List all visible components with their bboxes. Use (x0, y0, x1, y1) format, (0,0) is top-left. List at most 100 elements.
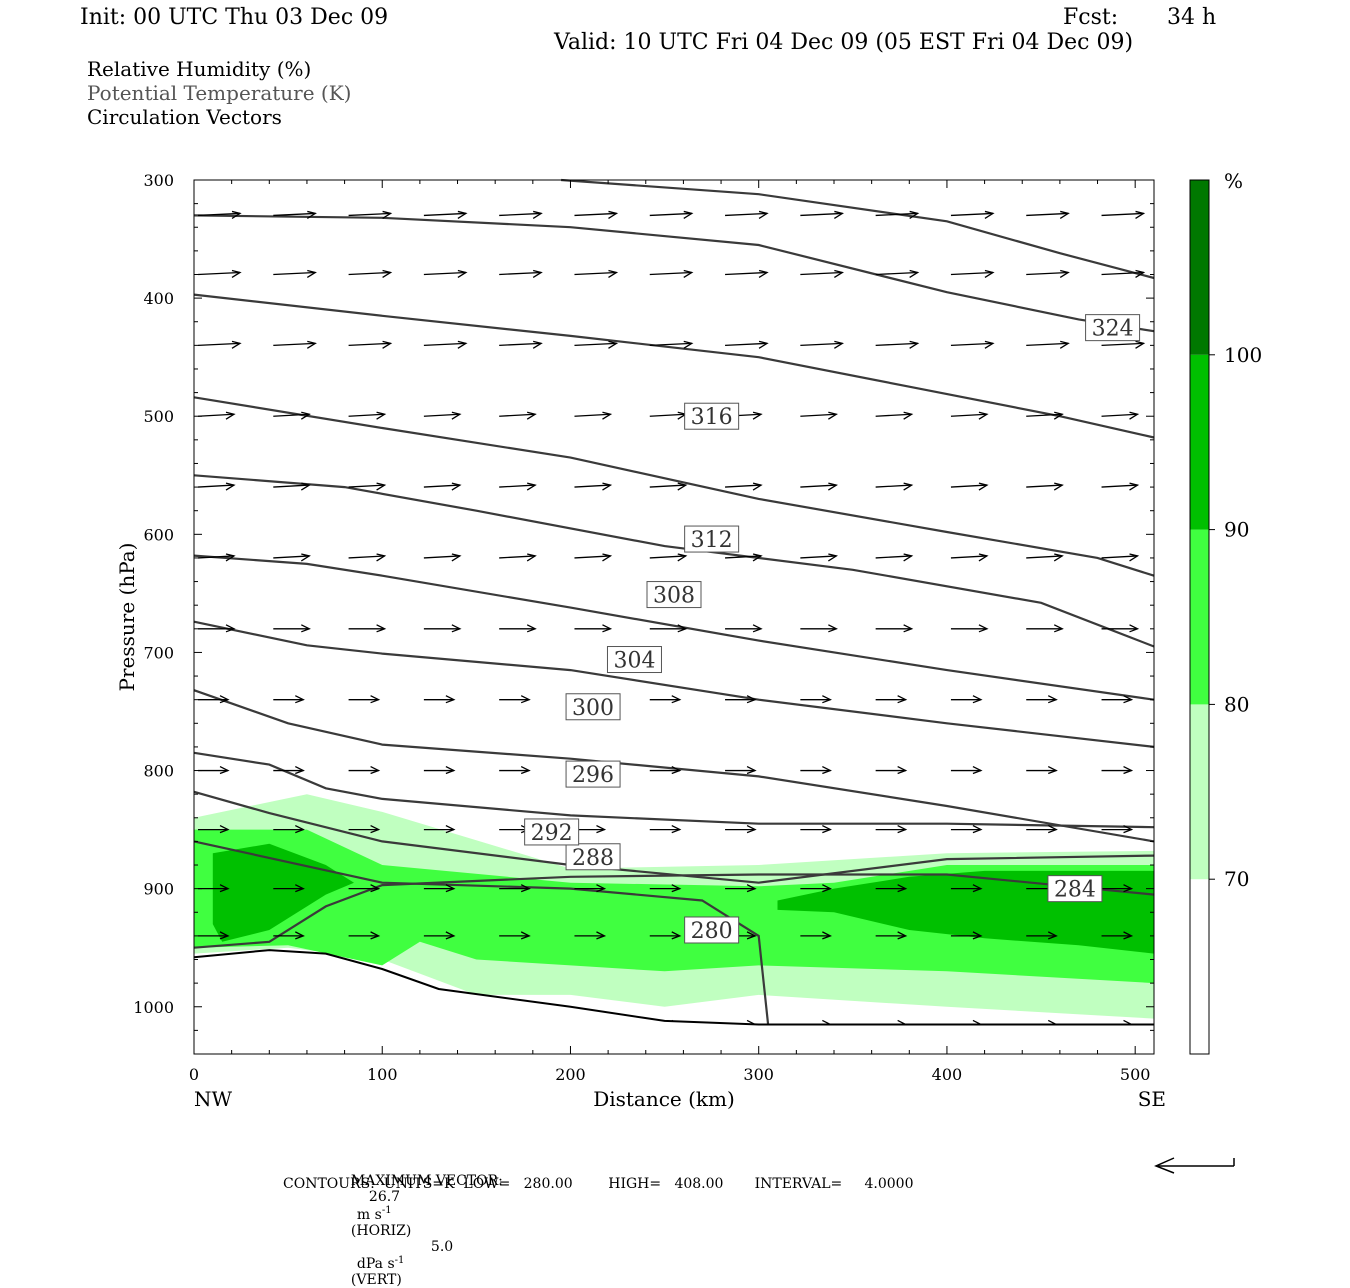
vector-arrow (800, 765, 832, 775)
vector-arrow (499, 765, 531, 775)
axes: 300 400 500 600 700 800 900 1000 0 100 200 300 400 50… (115, 171, 1166, 1111)
x-axis-label: Distance (km) (593, 1087, 735, 1111)
vector-arrow (800, 884, 832, 893)
field-rh: Relative Humidity (%) (87, 57, 312, 81)
terrain (193, 949, 1154, 1054)
theta-label-box (565, 760, 621, 788)
vector-arrow (423, 269, 468, 279)
vector-arrow (875, 340, 920, 349)
vector-arrow (198, 884, 230, 893)
vector-arrow (197, 210, 242, 219)
circulation-vectors (197, 210, 1146, 1029)
vector-arrow (1026, 210, 1070, 219)
vector-arrow (198, 825, 230, 834)
vector-arrow (273, 553, 311, 562)
vector-arrow (725, 825, 757, 834)
vector-arrow (198, 624, 236, 633)
vector-arrow (423, 884, 456, 893)
theta-label-box (606, 646, 662, 674)
vector-arrow (273, 825, 305, 834)
colorbar-segment (1190, 879, 1209, 1054)
max-vector-label: MAXIMUM VECTOR: (350, 1173, 503, 1189)
colorbar-unit: % (1224, 169, 1243, 193)
vector-arrow (273, 210, 317, 219)
colorbar-segment (1190, 354, 1209, 530)
field-vectors: Circulation Vectors (87, 105, 282, 129)
vector-arrow (423, 624, 462, 633)
vector-arrow (273, 482, 311, 491)
vector-arrow (574, 269, 619, 279)
vector-arrow (800, 931, 832, 940)
vector-arrow (348, 695, 381, 704)
vector-arrow (649, 553, 688, 562)
vector-arrow (950, 695, 983, 704)
vector-arrow (423, 695, 456, 704)
vector-arrow (1101, 931, 1134, 940)
theta-label-box (684, 916, 740, 944)
colorbar-level-label: 70 (1224, 867, 1249, 891)
theta-label-288: 288 (565, 843, 621, 871)
max-vector-vert-exp: -1 (394, 1254, 405, 1266)
theta-line-320 (193, 214, 1155, 333)
vector-arrow (574, 411, 613, 420)
vector-arrow (1101, 340, 1146, 349)
vector-arrow (875, 695, 908, 704)
vector-arrow (649, 340, 694, 349)
vector-arrow (273, 884, 305, 893)
vector-arrow (649, 884, 682, 893)
vector-arrow (800, 210, 844, 219)
vector-arrow (875, 825, 908, 834)
init-time: Init: 00 UTC Thu 03 Dec 09 (80, 5, 389, 30)
vector-arrow (950, 482, 989, 491)
vector-arrow (198, 765, 230, 775)
vector-arrow (950, 825, 983, 834)
vector-arrow (273, 269, 317, 279)
vector-arrow (649, 931, 682, 940)
x-tick-label: 400 (932, 1065, 963, 1084)
vector-arrow (198, 695, 230, 704)
vector-arrow (423, 210, 468, 219)
theta-label-text: 312 (691, 528, 733, 553)
vector-arrow (725, 695, 757, 704)
contours-info: CONTOURS: UNITS=K LOW= 280.00 HIGH= 408.… (283, 1176, 914, 1192)
vector-arrow (1026, 553, 1064, 562)
vector-arrow (800, 411, 838, 420)
theta-label-312: 312 (684, 525, 740, 553)
theta-label-box (646, 581, 702, 609)
vector-arrow (348, 340, 393, 349)
vector-arrow (1026, 695, 1058, 704)
vector-arrow (649, 825, 682, 834)
vector-arrow (950, 411, 989, 420)
max-vector-horiz-exp: -1 (381, 1205, 392, 1216)
vector-arrow (423, 340, 468, 349)
vector-arrow (499, 210, 543, 219)
vector-arrow (725, 340, 769, 349)
theta-line-300 (193, 620, 1155, 748)
vector-arrow (649, 269, 694, 279)
vector-arrow (725, 624, 763, 633)
theta-label-text: 324 (1092, 317, 1134, 342)
y-tick-label: 700 (143, 643, 174, 662)
vector-arrow (348, 411, 387, 420)
endpoint-right-label: SE (1138, 1087, 1166, 1111)
max-vector-horiz-unit: m s (356, 1206, 382, 1223)
theta-label-text: 284 (1054, 878, 1096, 903)
vector-arrow (649, 765, 682, 775)
vector-arrow (1101, 884, 1134, 893)
vector-arrow (875, 210, 920, 219)
theta-label-296: 296 (565, 760, 621, 788)
colorbar-segment (1190, 704, 1209, 880)
vector-arrow (499, 411, 537, 420)
theta-label-text: 292 (531, 821, 573, 846)
theta-label-box (684, 525, 740, 553)
vector-arrow (499, 884, 531, 893)
max-vector-vert-unit: dPa s (356, 1256, 395, 1273)
vector-arrow (499, 340, 543, 349)
theta-line-296 (193, 689, 1155, 843)
theta-line-292 (193, 751, 1155, 829)
theta-line-304 (193, 554, 1155, 701)
theta-label-280: 280 (684, 916, 740, 944)
theta-label-box (1085, 314, 1141, 342)
vector-arrow (348, 931, 381, 940)
theta-label-text: 296 (572, 763, 614, 788)
